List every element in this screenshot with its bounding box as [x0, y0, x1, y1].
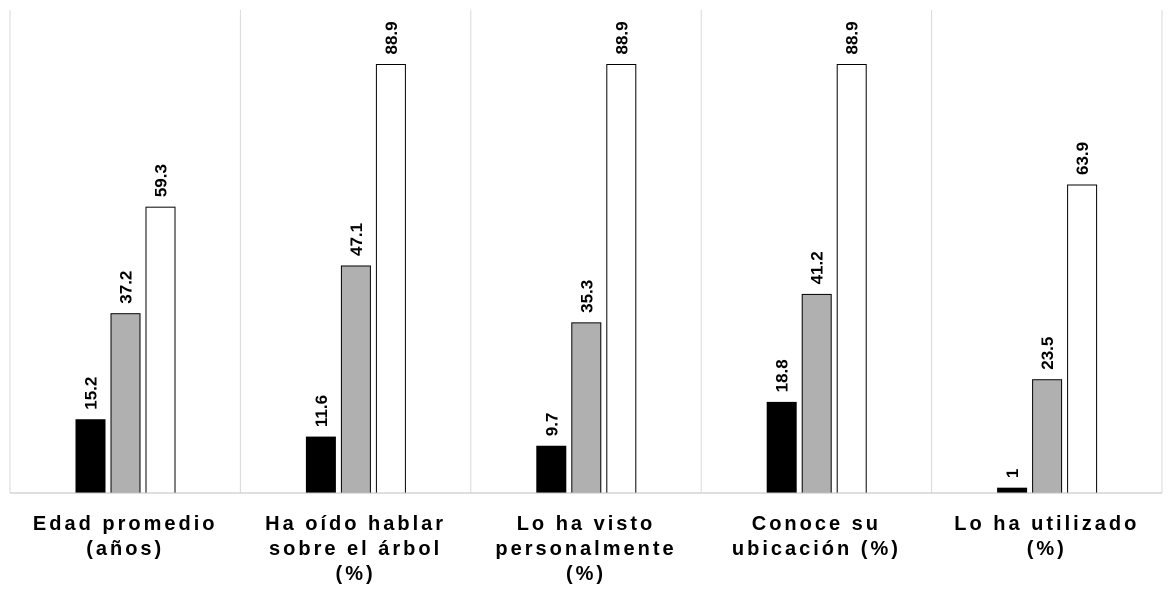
data-label: 88.9	[612, 21, 631, 54]
bar	[801, 293, 832, 494]
data-label: 18.8	[773, 359, 792, 392]
data-label: 63.9	[1073, 142, 1092, 175]
data-label: 47.1	[347, 223, 366, 256]
bar	[75, 419, 106, 494]
data-label: 37.2	[117, 271, 136, 304]
bar	[766, 401, 797, 494]
bar	[571, 322, 602, 494]
bar	[375, 64, 406, 494]
bar	[110, 313, 141, 494]
category-label: Lo ha utilizado (%)	[954, 513, 1139, 560]
category-labels: Edad promedio (años) Ha oído hablar sobre e…	[33, 513, 1139, 585]
bar	[305, 436, 336, 494]
data-label: 41.2	[808, 251, 827, 284]
data-label: 35.3	[577, 280, 596, 313]
bar	[536, 445, 567, 494]
data-label: 88.9	[382, 21, 401, 54]
data-label: 9.7	[542, 413, 561, 437]
bar	[606, 64, 637, 494]
category-label: Ha oído hablar sobre el árbol (%)	[265, 513, 446, 585]
category-label: Conoce su ubicación (%)	[732, 513, 901, 560]
category-label: Edad promedio (años)	[33, 513, 218, 560]
value-labels: 15.2 37.2 59.3 11.6 47.1 88.9 9.7 35.3 88.9 18.8 4…	[82, 21, 1093, 478]
data-label: 59.3	[152, 164, 171, 197]
bar	[340, 265, 371, 494]
data-label: 15.2	[82, 377, 101, 410]
bar	[1032, 379, 1063, 494]
data-label: 11.6	[312, 395, 331, 427]
data-label: 23.5	[1038, 337, 1057, 370]
bar	[836, 64, 867, 494]
data-label: 1	[1003, 469, 1022, 478]
bar	[145, 206, 176, 494]
bars	[75, 64, 1098, 494]
bar	[997, 487, 1028, 494]
bar	[1067, 184, 1098, 494]
category-label: Lo ha visto personalmente (%)	[495, 513, 676, 585]
category-separators	[9, 10, 1163, 493]
data-label: 88.9	[843, 21, 862, 54]
